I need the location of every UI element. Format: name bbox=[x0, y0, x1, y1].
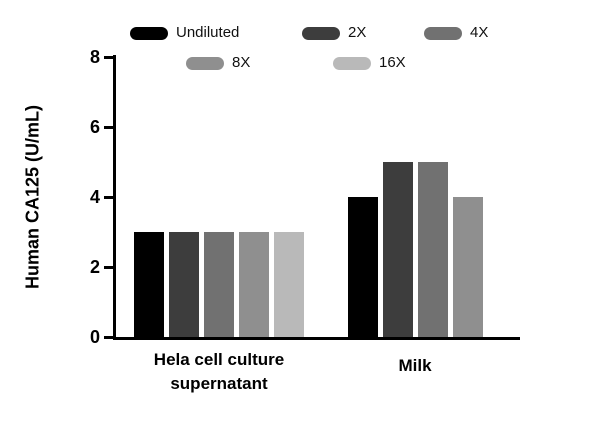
legend-label-2x: 2X bbox=[348, 24, 367, 41]
bar-hela-cell-culture-supernatant-2x bbox=[169, 232, 199, 337]
y-tick-label-6: 6 bbox=[89, 117, 100, 137]
y-tick-label-4: 4 bbox=[89, 187, 100, 207]
category-label-milk: Milk bbox=[398, 356, 432, 375]
bar-milk-2x bbox=[382, 162, 413, 337]
legend-swatch-2x bbox=[302, 27, 340, 40]
legend-label-16x: 16X bbox=[379, 54, 406, 71]
y-axis-title: Human CA125 (U/mL) bbox=[22, 104, 43, 290]
x-axis-line bbox=[113, 337, 520, 340]
legend-swatch-8x bbox=[186, 57, 224, 70]
y-axis-line bbox=[113, 55, 116, 340]
bar-milk-8x bbox=[452, 197, 483, 337]
y-tick-mark-4 bbox=[104, 196, 113, 199]
legend-swatch-undiluted bbox=[130, 27, 168, 40]
bar-hela-cell-culture-supernatant-8x bbox=[239, 232, 269, 337]
bar-milk-undiluted bbox=[347, 197, 378, 337]
y-tick-mark-6 bbox=[104, 126, 113, 129]
y-tick-label-2: 2 bbox=[89, 257, 100, 277]
category-label-hela-cell-culture-supernatant: Hela cell culture supernatant bbox=[153, 350, 285, 393]
bar-hela-cell-culture-supernatant-undiluted bbox=[134, 232, 164, 337]
bar-hela-cell-culture-supernatant-16x bbox=[274, 232, 304, 337]
y-tick-mark-0 bbox=[104, 336, 113, 339]
legend-label-8x: 8X bbox=[232, 54, 251, 71]
legend-label-undiluted: Undiluted bbox=[176, 24, 240, 41]
y-tick-mark-2 bbox=[104, 266, 113, 269]
bar-hela-cell-culture-supernatant-4x bbox=[204, 232, 234, 337]
legend-label-4x: 4X bbox=[470, 24, 489, 41]
legend-swatch-4x bbox=[424, 27, 462, 40]
y-tick-label-8: 8 bbox=[89, 47, 100, 67]
y-tick-label-0: 0 bbox=[89, 327, 100, 347]
legend-swatch-16x bbox=[333, 57, 371, 70]
bar-milk-4x bbox=[417, 162, 448, 337]
y-tick-mark-8 bbox=[104, 56, 113, 59]
